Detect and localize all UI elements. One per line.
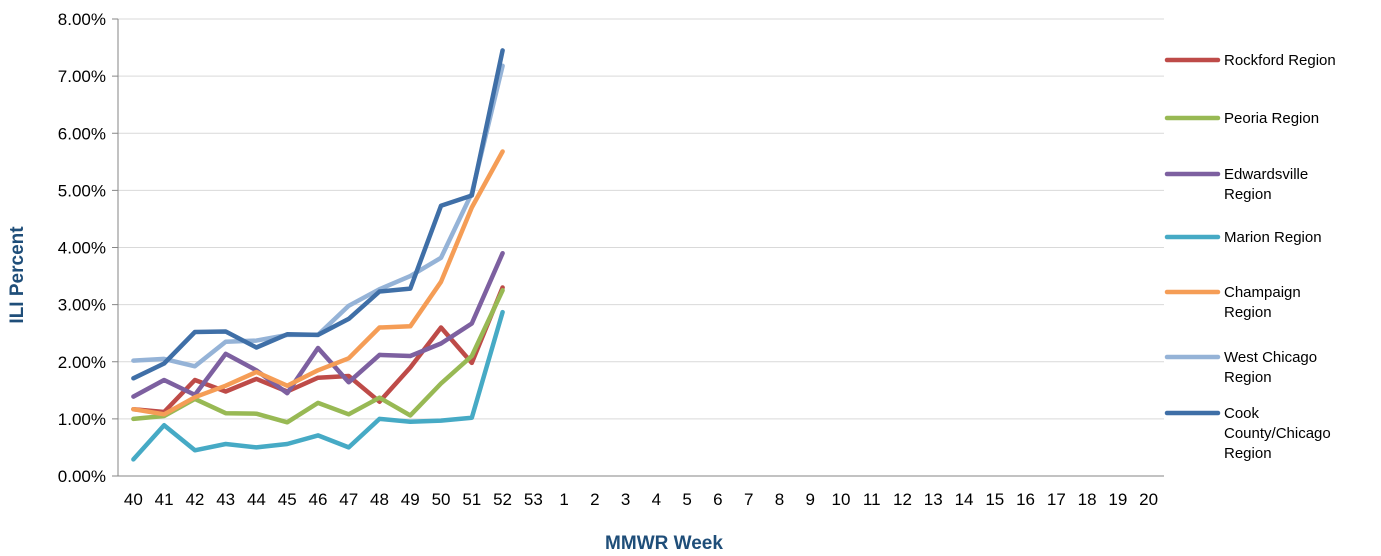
- x-tick-label: 41: [155, 490, 174, 509]
- x-tick-label: 19: [1108, 490, 1127, 509]
- x-tick-label: 18: [1078, 490, 1097, 509]
- x-axis-title: MMWR Week: [605, 533, 723, 554]
- x-tick-label: 7: [744, 490, 753, 509]
- series-line: [131, 309, 505, 462]
- legend-label: Rockford Region: [1224, 52, 1336, 69]
- x-tick-label: 14: [955, 490, 974, 509]
- x-tick-label: 9: [805, 490, 814, 509]
- legend-label: Cook County/Chicago Region: [1224, 405, 1331, 462]
- y-axis-title: ILI Percent: [7, 226, 28, 324]
- x-axis-ticks: 40 41 42 43 44 45 46 47 48 49 50 51 52 53 1 2 3 4 5 6 7 8 9 10 1…: [124, 490, 1158, 509]
- y-tick-label: 1.00%: [58, 410, 106, 429]
- x-tick-label: 53: [524, 490, 543, 509]
- x-tick-label: 6: [713, 490, 722, 509]
- y-tick-label: 2.00%: [58, 353, 106, 372]
- x-tick-label: 52: [493, 490, 512, 509]
- legend-label: Peoria Region: [1224, 110, 1319, 127]
- x-tick-label: 49: [401, 490, 420, 509]
- legend-label: Edwardsville Region: [1224, 166, 1308, 203]
- x-tick-label: 47: [339, 490, 358, 509]
- series-line: [131, 63, 505, 369]
- gridlines: [118, 18, 1164, 420]
- x-tick-label: 46: [309, 490, 328, 509]
- legend: Rockford Region Peoria Region Edwardsville…: [1164, 52, 1336, 462]
- x-tick-label: 5: [682, 490, 691, 509]
- series-line: [131, 285, 505, 415]
- y-tick-label: 6.00%: [58, 124, 106, 143]
- x-tick-label: 3: [621, 490, 630, 509]
- x-tick-label: 40: [124, 490, 143, 509]
- x-tick-label: 50: [432, 490, 451, 509]
- x-tick-label: 12: [893, 490, 912, 509]
- x-tick-label: 11: [863, 490, 881, 509]
- x-tick-label: 10: [832, 490, 851, 509]
- legend-label: West Chicago Region: [1224, 349, 1317, 386]
- y-tick-label: 5.00%: [58, 181, 106, 200]
- x-tick-label: 48: [370, 490, 389, 509]
- x-tick-label: 42: [185, 490, 204, 509]
- x-tick-label: 4: [652, 490, 661, 509]
- x-tick-label: 20: [1139, 490, 1158, 509]
- x-tick-label: 2: [590, 490, 599, 509]
- x-tick-label: 45: [278, 490, 297, 509]
- series-line: [131, 149, 505, 417]
- legend-label: Marion Region: [1224, 229, 1322, 246]
- x-tick-label: 1: [559, 490, 568, 509]
- y-tick-label: 8.00%: [58, 10, 106, 29]
- y-tick-label: 0.00%: [58, 467, 106, 486]
- y-tick-label: 4.00%: [58, 239, 106, 258]
- x-tick-label: 16: [1016, 490, 1035, 509]
- y-tick-label: 3.00%: [58, 296, 106, 315]
- legend-label: Champaign Region: [1224, 284, 1301, 321]
- x-tick-label: 15: [985, 490, 1004, 509]
- series-lines: [131, 48, 505, 462]
- axes: [117, 19, 1164, 477]
- x-tick-label: 44: [247, 490, 266, 509]
- x-tick-label: 8: [775, 490, 784, 509]
- series-line: [131, 48, 505, 381]
- y-axis-ticks: 0.00% 1.00% 2.00% 3.00% 4.00% 5.00% 6.00% 7.00%…: [58, 10, 118, 486]
- x-tick-label: 43: [216, 490, 235, 509]
- x-tick-label: 13: [924, 490, 943, 509]
- y-tick-label: 7.00%: [58, 67, 106, 86]
- x-tick-label: 17: [1047, 490, 1066, 509]
- x-tick-label: 51: [462, 490, 481, 509]
